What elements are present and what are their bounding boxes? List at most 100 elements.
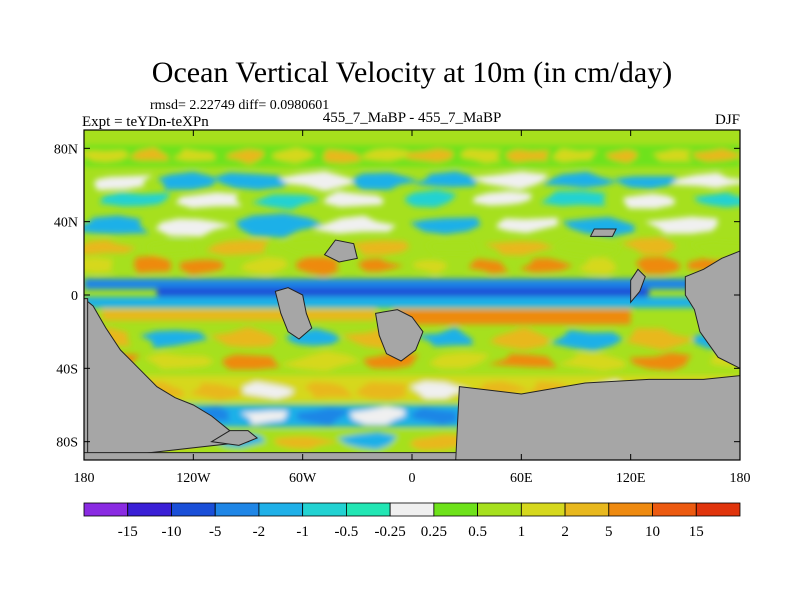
field-patch bbox=[99, 192, 171, 207]
field-patch bbox=[351, 172, 420, 190]
field-patch bbox=[205, 239, 270, 256]
colorbar-swatch bbox=[302, 502, 347, 517]
y-tick-label: 80S bbox=[56, 436, 78, 451]
field-patch bbox=[690, 240, 740, 256]
experiment-label: Expt = teYDn-teXPn bbox=[82, 114, 209, 130]
colorbar-label: -1 bbox=[296, 524, 309, 540]
field-patch bbox=[551, 148, 599, 163]
field-patch bbox=[605, 149, 638, 163]
field-patch bbox=[303, 382, 354, 399]
y-tick-label: 40N bbox=[54, 216, 78, 231]
field-patch bbox=[359, 148, 414, 161]
field-patch bbox=[280, 351, 361, 372]
land-south-cape bbox=[210, 430, 259, 446]
x-tick-label: 180 bbox=[74, 471, 95, 486]
field-patch bbox=[222, 354, 280, 370]
colorbar-label: 2 bbox=[561, 524, 569, 540]
field-patch bbox=[412, 260, 448, 275]
field-patch bbox=[413, 327, 473, 347]
field-patch bbox=[467, 381, 531, 400]
colorbar-swatch bbox=[695, 502, 741, 517]
field-patch bbox=[188, 382, 242, 401]
field-patch bbox=[652, 149, 693, 162]
field-patch bbox=[171, 148, 216, 161]
field-patch bbox=[355, 382, 408, 400]
field-patch bbox=[413, 171, 479, 188]
colorbar-label: 15 bbox=[689, 524, 704, 540]
field-patch bbox=[487, 353, 558, 368]
field-patch bbox=[225, 149, 264, 164]
field-patch bbox=[425, 241, 477, 254]
field-patch bbox=[550, 329, 624, 351]
field-patch bbox=[296, 407, 350, 426]
field-patch bbox=[408, 434, 471, 451]
field-patch bbox=[274, 436, 339, 450]
field-patch bbox=[393, 309, 631, 325]
field-patch bbox=[175, 192, 242, 209]
field-patch bbox=[212, 172, 295, 190]
land-south-continent bbox=[455, 375, 740, 460]
field-patch bbox=[148, 238, 196, 257]
field-patch bbox=[410, 381, 470, 399]
land-west-edge bbox=[84, 298, 89, 460]
field-patch bbox=[623, 193, 676, 209]
field-patch bbox=[155, 218, 233, 237]
field-patch bbox=[102, 309, 376, 321]
field-patch bbox=[156, 287, 649, 297]
colorbar-swatch bbox=[608, 502, 653, 517]
x-tick-label: 180 bbox=[730, 471, 751, 486]
field-patch bbox=[84, 296, 740, 308]
colorbar-label: -2 bbox=[253, 524, 266, 540]
land-north-east-sliver bbox=[589, 228, 617, 237]
colorbar-label: 10 bbox=[645, 524, 660, 540]
field-patch bbox=[614, 176, 688, 189]
y-tick-label: 0 bbox=[71, 289, 78, 304]
colorbar-label: -0.5 bbox=[335, 524, 359, 540]
field-patch bbox=[357, 258, 404, 272]
field-patch bbox=[406, 148, 454, 162]
field-patch bbox=[635, 256, 682, 275]
season-label: DJF bbox=[715, 112, 740, 128]
field-patch bbox=[323, 191, 384, 208]
field-patch bbox=[626, 328, 696, 351]
field-patch bbox=[506, 149, 551, 163]
colorbar: -15 -10 -5 -2 -1 -0.5 -0.25 0.25 0.5 1 2 5 10 15 bbox=[83, 502, 741, 540]
field-patch bbox=[350, 405, 405, 425]
field-patch bbox=[577, 257, 616, 276]
colorbar-label: 0.5 bbox=[468, 524, 487, 540]
colorbar-label: -5 bbox=[209, 524, 222, 540]
land-masses bbox=[84, 228, 740, 460]
field-patch bbox=[210, 326, 278, 348]
field-patch bbox=[243, 381, 295, 400]
field-patch bbox=[694, 192, 740, 208]
field-patch bbox=[179, 259, 225, 275]
field-patch bbox=[540, 190, 606, 206]
colorbar-label: 1 bbox=[518, 524, 526, 540]
field-patch bbox=[84, 239, 137, 255]
colorbar-swatch bbox=[652, 502, 697, 517]
field-patch bbox=[129, 147, 169, 161]
field-patch bbox=[471, 171, 549, 190]
field-patch bbox=[239, 256, 289, 275]
field-patch bbox=[272, 147, 316, 164]
field-patch bbox=[692, 148, 740, 162]
colorbar-label: 5 bbox=[605, 524, 613, 540]
field-patch bbox=[84, 257, 114, 274]
x-tick-label: 0 bbox=[409, 471, 416, 486]
field-patch bbox=[93, 175, 153, 191]
field-patch bbox=[276, 237, 343, 255]
field-patch bbox=[496, 217, 558, 234]
field-patch bbox=[322, 149, 361, 164]
land-ocean-island-a bbox=[274, 287, 313, 340]
field-patch bbox=[84, 150, 130, 162]
field-patch bbox=[557, 353, 626, 371]
x-tick-label: 60W bbox=[289, 471, 317, 486]
colorbar-swatch bbox=[171, 502, 216, 517]
field-patch bbox=[235, 213, 325, 238]
colorbar-label: -10 bbox=[161, 524, 181, 540]
colorbar-swatch bbox=[389, 502, 435, 517]
land-east-island bbox=[630, 268, 646, 304]
field-patch bbox=[472, 190, 532, 206]
colorbar-swatch bbox=[433, 502, 479, 517]
x-tick-label: 120W bbox=[176, 471, 211, 486]
